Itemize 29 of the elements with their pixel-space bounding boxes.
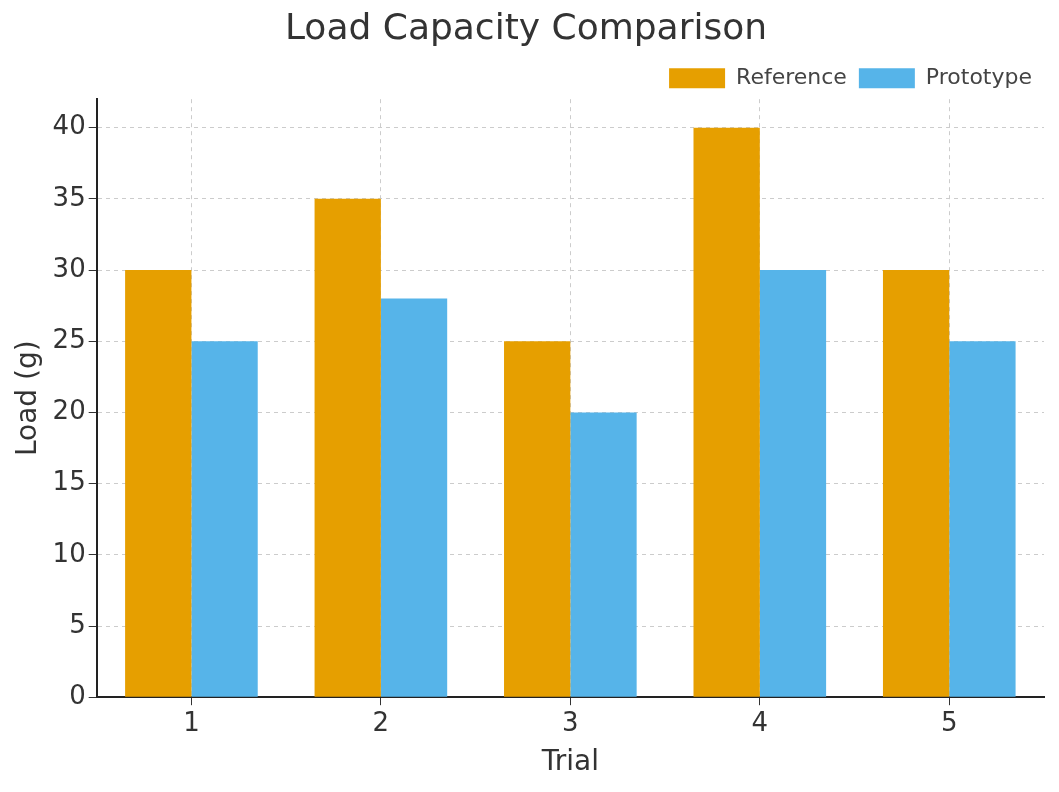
y-tick-label: 5 xyxy=(69,608,86,639)
y-tick-label: 25 xyxy=(52,324,86,354)
legend-label: Reference xyxy=(736,63,847,89)
y-tick-label: 0 xyxy=(69,679,86,710)
bar xyxy=(125,270,192,697)
x-tick-label: 5 xyxy=(940,706,958,737)
bar xyxy=(191,341,258,697)
bar xyxy=(882,270,950,697)
x-tick-label: 3 xyxy=(562,706,579,737)
y-tick-label: 15 xyxy=(52,466,86,497)
y-tick-label: 20 xyxy=(52,395,86,426)
legend-label: Prototype xyxy=(925,63,1033,89)
x-tick-label: 1 xyxy=(183,706,200,737)
y-tick-label: 30 xyxy=(52,252,86,283)
bar xyxy=(380,298,448,697)
chart-title: Load Capacity Comparison xyxy=(284,5,768,47)
bar xyxy=(949,341,1016,697)
x-tick-label: 4 xyxy=(751,706,769,737)
y-axis-title: Load (g) xyxy=(10,340,44,457)
y-tick-label: 35 xyxy=(52,181,86,212)
x-axis-title: Trial xyxy=(540,744,599,778)
x-tick-label: 2 xyxy=(372,706,390,737)
y-tick-label: 40 xyxy=(52,110,86,141)
bar xyxy=(504,341,571,697)
bar xyxy=(314,198,381,697)
bar xyxy=(570,412,637,697)
y-tick-label: 10 xyxy=(52,537,86,568)
bar xyxy=(759,270,827,697)
bar xyxy=(693,127,760,697)
